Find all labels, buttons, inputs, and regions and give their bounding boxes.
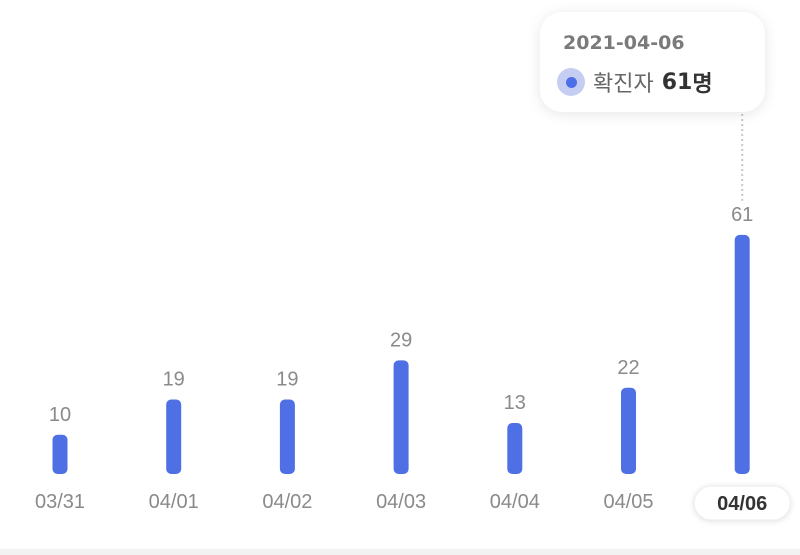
bottom-divider: [0, 549, 800, 555]
tooltip-row: 확진자 61 명: [557, 66, 713, 98]
x-tick-label: 04/04: [490, 491, 540, 513]
tooltip-unit: 명: [692, 72, 713, 97]
x-tick-label-selected: 04/06: [717, 493, 767, 515]
tooltip-date: 2021-04-06: [563, 32, 685, 54]
bar-04/02[interactable]: [279, 399, 295, 474]
tooltip-series-label: 확진자: [593, 72, 654, 97]
x-tick-label: 04/02: [262, 491, 312, 513]
bar-04/01[interactable]: [166, 399, 182, 474]
bar-03/31[interactable]: [52, 434, 68, 474]
data-label: 29: [390, 329, 412, 351]
data-label: 22: [617, 357, 639, 379]
bar-04/03[interactable]: [393, 360, 409, 474]
x-tick-label: 04/03: [376, 491, 426, 513]
tooltip: 2021-04-06 확진자 61 명: [540, 12, 765, 112]
tooltip-value: 61: [661, 69, 693, 95]
data-label: 10: [49, 404, 71, 426]
bar-04/04[interactable]: [507, 423, 523, 474]
bar-04/05[interactable]: [621, 387, 636, 474]
x-tick-label: 04/01: [149, 491, 199, 513]
data-label: 13: [504, 392, 526, 414]
selected-tick-pill: [693, 485, 791, 521]
x-tick-label: 04/05: [603, 491, 653, 513]
data-label: 19: [276, 369, 298, 391]
data-label: 19: [163, 369, 185, 391]
bar-04/06[interactable]: [734, 234, 750, 474]
series-marker-icon: [557, 68, 585, 96]
x-tick-label: 03/31: [35, 491, 85, 513]
data-label: 61: [731, 204, 753, 226]
